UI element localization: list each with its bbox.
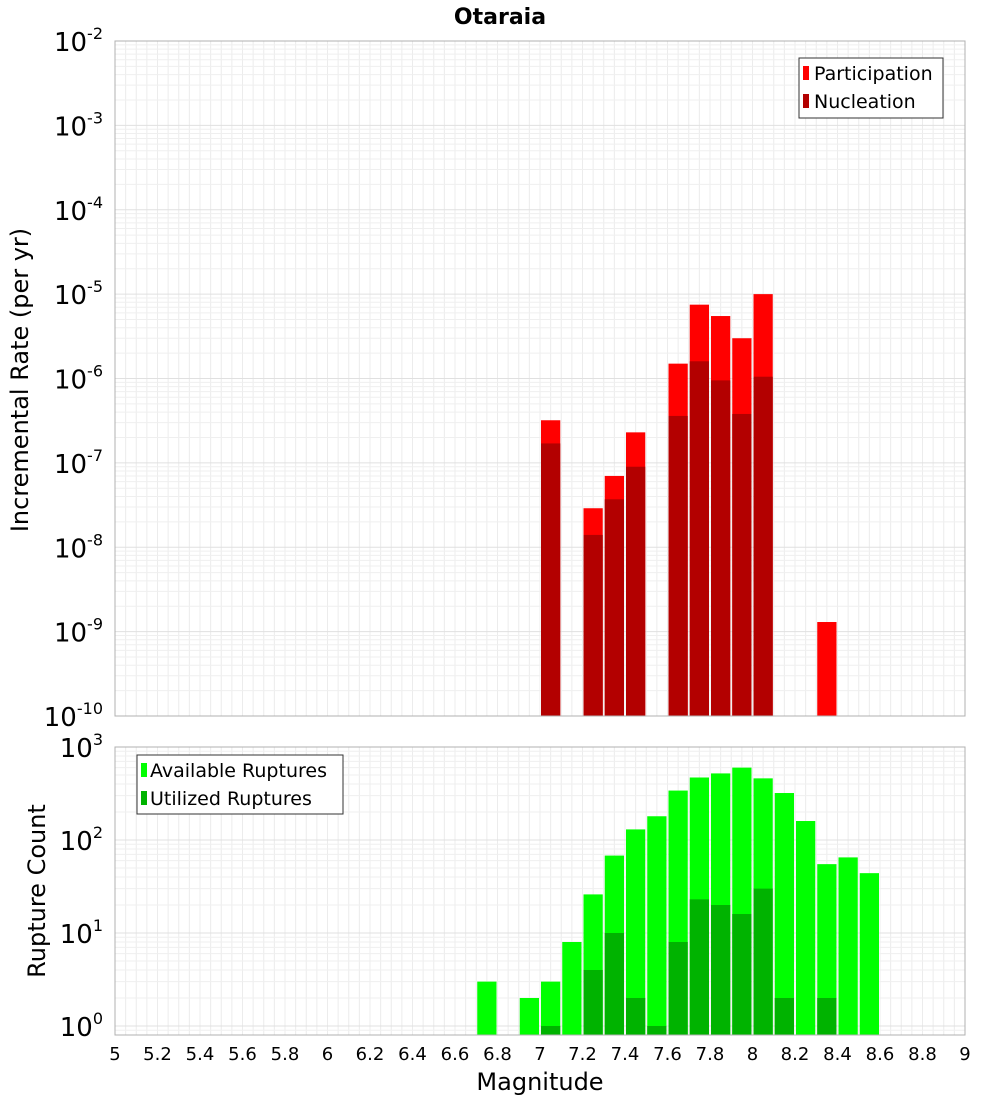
rate-bar-s2-7 xyxy=(732,413,752,716)
x-tick-8: 6.6 xyxy=(441,1044,470,1065)
legend-utilized-label: Utilized Ruptures xyxy=(150,788,312,810)
count-bar-s2-8 xyxy=(668,942,688,1035)
count-bar-s2-7 xyxy=(647,1025,667,1035)
legend-participation-swatch xyxy=(803,66,809,80)
count-bar-s2-12 xyxy=(753,888,773,1035)
x-tick-10: 7 xyxy=(534,1044,545,1065)
count-bar-s1-3 xyxy=(562,942,582,1035)
x-tick-5: 6 xyxy=(322,1044,333,1065)
x-tick-11: 7.2 xyxy=(568,1044,597,1065)
rate-bars xyxy=(541,294,837,716)
rate-bar-s2-5 xyxy=(689,361,709,716)
rate-legend-box xyxy=(798,57,944,119)
x-tick-18: 8.6 xyxy=(866,1044,895,1065)
count-bar-s1-7 xyxy=(647,816,667,1035)
rate-bar-s1-9 xyxy=(817,622,837,716)
rate-legend: Participation Nucleation xyxy=(798,57,944,119)
count-bars xyxy=(477,767,879,1035)
x-tick-20: 9 xyxy=(959,1044,970,1065)
rate-bar-s2-4 xyxy=(668,415,688,716)
count-bar-s2-13 xyxy=(774,997,794,1035)
x-tick-4: 5.8 xyxy=(271,1044,300,1065)
x-tick-16: 8.2 xyxy=(781,1044,810,1065)
rate-bar-s2-8 xyxy=(753,376,773,716)
count-y-ticks: 100 101 102 103 xyxy=(60,730,103,1043)
x-tick-2: 5.4 xyxy=(186,1044,215,1065)
legend-utilized-swatch xyxy=(141,791,147,805)
rate-bar-s2-6 xyxy=(711,380,731,716)
count-bar-s2-5 xyxy=(604,932,624,1035)
count-y-axis-label: Rupture Count xyxy=(23,804,51,978)
rate-grid xyxy=(115,41,965,716)
count-bar-s2-10 xyxy=(711,904,731,1035)
count-plot-border xyxy=(114,746,966,1036)
count-bar-s2-11 xyxy=(732,914,752,1035)
count-bar-s1-1 xyxy=(519,997,539,1035)
rate-y-tick-4: 10-6 xyxy=(54,362,103,396)
x-tick-13: 7.6 xyxy=(653,1044,682,1065)
x-tick-0: 5 xyxy=(109,1044,120,1065)
count-y-tick-1: 101 xyxy=(60,916,103,950)
rate-y-tick-8: 10-2 xyxy=(54,24,103,58)
count-y-tick-2: 102 xyxy=(60,823,103,857)
rate-panel: 10-10 10-9 10-8 10-7 10-6 10-5 10-4 10-3 10-2 In… xyxy=(6,24,966,733)
legend-nucleation-label: Nucleation xyxy=(814,91,916,113)
x-tick-7: 6.4 xyxy=(398,1044,427,1065)
rate-y-ticks: 10-10 10-9 10-8 10-7 10-6 10-5 10-4 10-3 10-2 xyxy=(44,24,103,733)
x-tick-1: 5.2 xyxy=(143,1044,172,1065)
x-tick-17: 8.4 xyxy=(823,1044,852,1065)
rate-y-tick-7: 10-3 xyxy=(54,108,103,142)
rate-y-axis-label: Incremental Rate (per yr) xyxy=(6,228,34,532)
count-y-tick-0: 100 xyxy=(60,1009,103,1043)
legend-available-swatch xyxy=(141,763,147,777)
rate-bar-s2-3 xyxy=(626,466,646,716)
count-bar-s1-15 xyxy=(817,864,837,1035)
count-legend: Available Ruptures Utilized Ruptures xyxy=(136,754,344,815)
rate-y-tick-1: 10-9 xyxy=(54,615,103,649)
count-y-tick-3: 103 xyxy=(60,730,103,764)
rate-y-tick-0: 10-10 xyxy=(44,699,103,733)
rate-bar-s2-2 xyxy=(604,499,624,716)
legend-participation-label: Participation xyxy=(814,63,933,85)
legend-available-label: Available Ruptures xyxy=(150,760,327,782)
rate-plot-border xyxy=(114,40,966,717)
x-tick-12: 7.4 xyxy=(611,1044,640,1065)
count-bar-s1-16 xyxy=(838,857,858,1035)
x-tick-9: 6.8 xyxy=(483,1044,512,1065)
x-tick-15: 8 xyxy=(747,1044,758,1065)
x-tick-19: 8.8 xyxy=(908,1044,937,1065)
count-bar-s1-13 xyxy=(774,793,794,1035)
rate-bar-s2-0 xyxy=(541,443,561,716)
rate-y-tick-5: 10-5 xyxy=(54,277,103,311)
rate-y-tick-3: 10-7 xyxy=(54,446,103,480)
x-tick-6: 6.2 xyxy=(356,1044,385,1065)
count-bar-s2-9 xyxy=(689,899,709,1035)
count-bar-s2-15 xyxy=(817,997,837,1035)
chart-title: Otaraia xyxy=(454,5,546,30)
count-bar-s1-17 xyxy=(859,873,879,1035)
x-axis-label: Magnitude xyxy=(476,1068,603,1096)
count-legend-box xyxy=(136,754,344,815)
x-tick-14: 7.8 xyxy=(696,1044,725,1065)
count-panel: 100 101 102 103 5 5.2 5.4 5.6 5.8 6 6.2 6.4 6.6 6.8 7… xyxy=(23,730,971,1096)
count-bar-s2-4 xyxy=(583,969,603,1035)
count-bar-s2-2 xyxy=(541,1025,561,1035)
legend-nucleation-swatch xyxy=(803,94,809,108)
count-bar-s1-6 xyxy=(626,829,646,1035)
count-bar-s1-2 xyxy=(541,981,561,1035)
count-bar-s2-6 xyxy=(626,997,646,1035)
rate-bar-s2-1 xyxy=(583,534,603,716)
count-bar-s1-0 xyxy=(477,981,497,1035)
x-ticks: 5 5.2 5.4 5.6 5.8 6 6.2 6.4 6.6 6.8 7 7.2 7.4 7.6 7.8 8… xyxy=(109,1044,970,1065)
rate-y-tick-6: 10-4 xyxy=(54,193,103,227)
x-tick-3: 5.6 xyxy=(228,1044,257,1065)
count-bar-s1-14 xyxy=(796,821,816,1035)
rate-y-tick-2: 10-8 xyxy=(54,530,103,564)
